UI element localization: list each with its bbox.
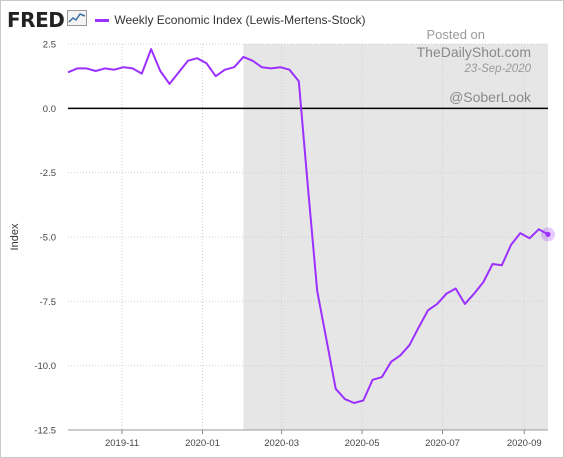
y-tick-label: -2.5 [40,168,56,179]
watermark-handle: @SoberLook [449,89,531,105]
fred-graph-icon [67,9,88,31]
legend-label: Weekly Economic Index (Lewis-Mertens-Sto… [114,13,366,27]
fred-logo[interactable]: FRED [7,8,65,32]
y-tick-label: -12.5 [34,426,56,437]
watermark-line-1: Posted on [426,27,485,42]
legend-swatch [95,18,110,22]
y-tick-label: 0.0 [43,104,56,115]
y-tick-label: -7.5 [40,297,56,308]
x-tick-label: 2020-09 [507,438,542,449]
watermark-line-3: 23-Sep-2020 [464,63,532,75]
x-tick-label: 2020-07 [425,438,460,449]
last-point-marker [545,231,551,237]
chart-legend: Weekly Economic Index (Lewis-Mertens-Sto… [95,13,366,27]
y-tick-label: 2.5 [43,40,56,51]
watermark: Posted on TheDailyShot.com 23-Sep-2020 [417,27,531,77]
series-line [67,48,549,404]
y-axis-title: Index [9,223,21,250]
x-tick-label: 2020-05 [345,438,380,449]
y-tick-label: -5.0 [40,233,56,244]
x-tick-label: 2020-03 [264,438,299,449]
x-tick-label: 2019-11 [105,438,139,449]
y-tick-label: -10.0 [34,361,56,372]
chart-header: FRED Weekly Economic Index (Lewis-Merten… [7,7,547,33]
x-tick-label: 2020-01 [185,438,220,449]
watermark-line-2: TheDailyShot.com [416,44,531,60]
